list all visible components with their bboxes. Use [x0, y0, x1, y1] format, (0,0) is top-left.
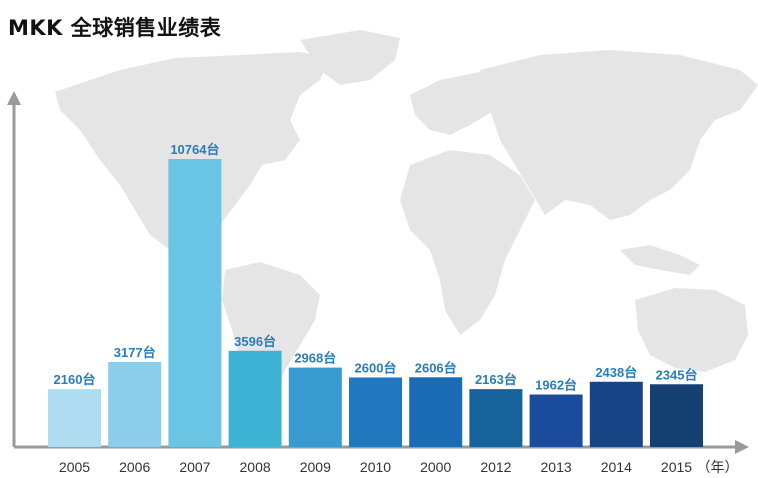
bar-2008 — [228, 350, 282, 447]
x-tick-label: 2005 — [59, 459, 90, 475]
x-tick-label: 2015 — [661, 459, 692, 475]
bar-value-label: 2163台 — [475, 372, 517, 387]
bar-value-label: 2345台 — [656, 367, 698, 382]
bar-value-label: 2606台 — [415, 360, 457, 375]
bar-2000 — [409, 377, 463, 447]
bar-2005 — [48, 389, 101, 447]
y-axis-arrow — [7, 91, 21, 105]
bars — [48, 159, 703, 447]
bar-2015 — [650, 384, 703, 447]
x-tick-label: 2007 — [179, 459, 210, 475]
bar-2012 — [469, 389, 523, 447]
bar-2006 — [108, 361, 162, 447]
bar-value-label: 2160台 — [54, 372, 96, 387]
x-tick-label: 2010 — [360, 459, 391, 475]
x-axis-unit-label: （年） — [697, 459, 739, 475]
bar-2013 — [529, 394, 583, 447]
x-tick-label: 2014 — [601, 459, 632, 475]
bar-2007 — [168, 159, 222, 447]
value-labels: 2160台 3177台 10764台 3596台 2968台 2600台 2606台 2163… — [54, 142, 698, 393]
bar-2014 — [589, 381, 643, 447]
x-axis-arrow — [735, 440, 749, 454]
x-tick-labels: 2005 2006 2007 2008 2009 2010 2000 2012 2013 2014… — [59, 459, 692, 475]
bar-value-label: 10764台 — [170, 142, 219, 157]
bar-value-label: 3596台 — [234, 334, 276, 349]
chart-title: MKK 全球销售业绩表 — [8, 16, 222, 40]
x-tick-label: 2013 — [541, 459, 572, 475]
x-tick-label: 2006 — [119, 459, 150, 475]
x-tick-label: 2012 — [480, 459, 511, 475]
bar-2009 — [288, 367, 342, 447]
x-tick-label: 2009 — [300, 459, 331, 475]
bar-value-label: 2438台 — [595, 365, 637, 380]
x-tick-label: 2000 — [420, 459, 451, 475]
x-tick-label: 2008 — [240, 459, 271, 475]
bar-value-label: 1962台 — [535, 378, 577, 393]
bar-value-label: 3177台 — [114, 345, 156, 360]
bar-value-label: 2968台 — [294, 351, 336, 366]
bar-2010 — [349, 377, 402, 447]
bar-value-label: 2600台 — [355, 360, 397, 375]
